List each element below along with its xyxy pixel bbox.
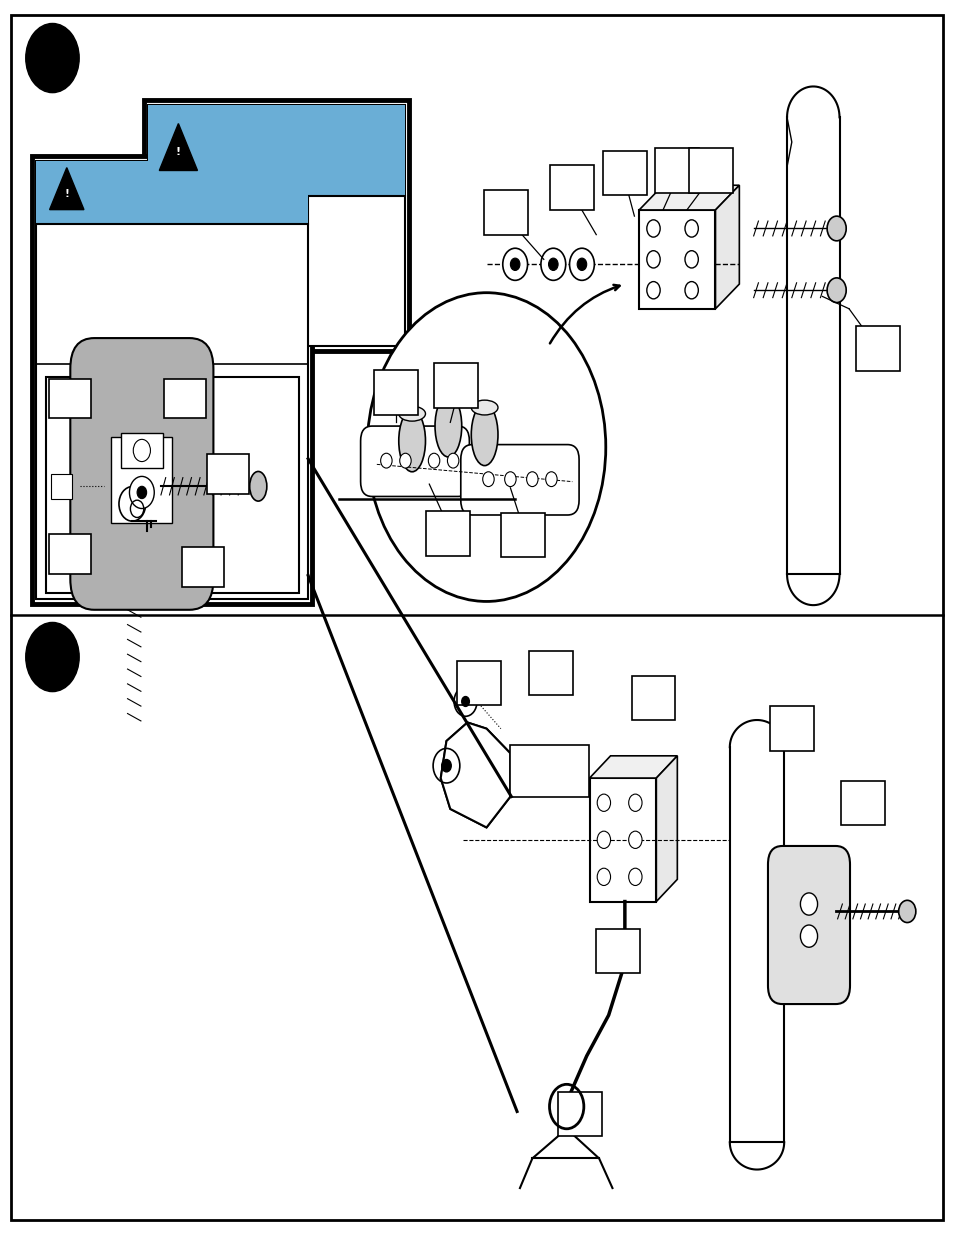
Polygon shape xyxy=(715,185,739,309)
Bar xyxy=(46,377,298,593)
Circle shape xyxy=(646,220,659,237)
Circle shape xyxy=(380,453,392,468)
Bar xyxy=(374,370,417,415)
Bar xyxy=(426,511,470,556)
Circle shape xyxy=(646,251,659,268)
Circle shape xyxy=(137,487,147,499)
Circle shape xyxy=(826,216,845,241)
Bar xyxy=(483,190,527,235)
Circle shape xyxy=(510,258,519,270)
Circle shape xyxy=(628,831,641,848)
Circle shape xyxy=(526,472,537,487)
Circle shape xyxy=(684,282,698,299)
FancyBboxPatch shape xyxy=(360,426,469,496)
Ellipse shape xyxy=(435,395,461,457)
Circle shape xyxy=(628,794,641,811)
Bar xyxy=(639,210,715,309)
Circle shape xyxy=(569,248,594,280)
Polygon shape xyxy=(589,756,677,778)
Bar xyxy=(434,363,477,408)
Circle shape xyxy=(367,293,605,601)
Bar xyxy=(181,547,223,587)
Polygon shape xyxy=(639,185,739,210)
Circle shape xyxy=(597,831,610,848)
Bar xyxy=(51,474,71,499)
Bar xyxy=(121,433,163,468)
Ellipse shape xyxy=(435,391,461,406)
Bar xyxy=(49,378,91,417)
Bar xyxy=(529,651,573,695)
Circle shape xyxy=(684,251,698,268)
Circle shape xyxy=(447,453,458,468)
Bar xyxy=(456,661,500,705)
Circle shape xyxy=(133,440,151,462)
Bar xyxy=(550,165,594,210)
Polygon shape xyxy=(159,124,197,170)
Ellipse shape xyxy=(398,406,425,421)
FancyBboxPatch shape xyxy=(767,846,849,1004)
Bar xyxy=(500,513,544,557)
Bar xyxy=(164,378,206,417)
Bar xyxy=(144,100,409,351)
Bar xyxy=(655,148,699,193)
Bar xyxy=(688,148,732,193)
Circle shape xyxy=(26,23,79,93)
Bar xyxy=(769,706,813,751)
Circle shape xyxy=(577,258,586,270)
Polygon shape xyxy=(440,722,510,827)
Circle shape xyxy=(646,282,659,299)
Circle shape xyxy=(482,472,494,487)
Bar xyxy=(148,105,405,196)
Circle shape xyxy=(26,622,79,692)
Bar xyxy=(855,326,899,370)
Circle shape xyxy=(826,278,845,303)
Polygon shape xyxy=(50,168,84,210)
Ellipse shape xyxy=(398,410,425,472)
Circle shape xyxy=(428,453,439,468)
Circle shape xyxy=(800,893,817,915)
Circle shape xyxy=(548,258,558,270)
Circle shape xyxy=(504,472,516,487)
Circle shape xyxy=(628,868,641,885)
Polygon shape xyxy=(656,756,677,902)
Circle shape xyxy=(898,900,915,923)
Circle shape xyxy=(441,760,451,772)
FancyBboxPatch shape xyxy=(71,338,213,610)
Circle shape xyxy=(545,472,557,487)
Circle shape xyxy=(461,697,469,706)
Bar xyxy=(112,437,172,524)
Bar xyxy=(36,161,308,599)
Circle shape xyxy=(540,248,565,280)
Bar xyxy=(36,161,308,224)
Text: !: ! xyxy=(175,147,181,157)
Bar xyxy=(558,1092,601,1136)
Circle shape xyxy=(597,868,610,885)
Bar xyxy=(596,929,639,973)
FancyBboxPatch shape xyxy=(460,445,578,515)
Text: !: ! xyxy=(64,189,70,199)
Bar xyxy=(841,781,884,825)
Bar xyxy=(589,778,656,902)
Ellipse shape xyxy=(471,400,497,415)
Circle shape xyxy=(800,925,817,947)
Ellipse shape xyxy=(471,404,497,466)
Bar xyxy=(32,156,312,604)
Ellipse shape xyxy=(250,472,267,501)
Bar xyxy=(602,151,646,195)
Circle shape xyxy=(684,220,698,237)
Bar xyxy=(510,745,588,797)
Circle shape xyxy=(502,248,527,280)
Bar xyxy=(148,105,405,346)
Bar xyxy=(49,535,91,573)
Bar xyxy=(207,454,249,494)
Circle shape xyxy=(399,453,411,468)
Bar xyxy=(631,676,675,720)
Circle shape xyxy=(597,794,610,811)
Circle shape xyxy=(130,477,154,509)
